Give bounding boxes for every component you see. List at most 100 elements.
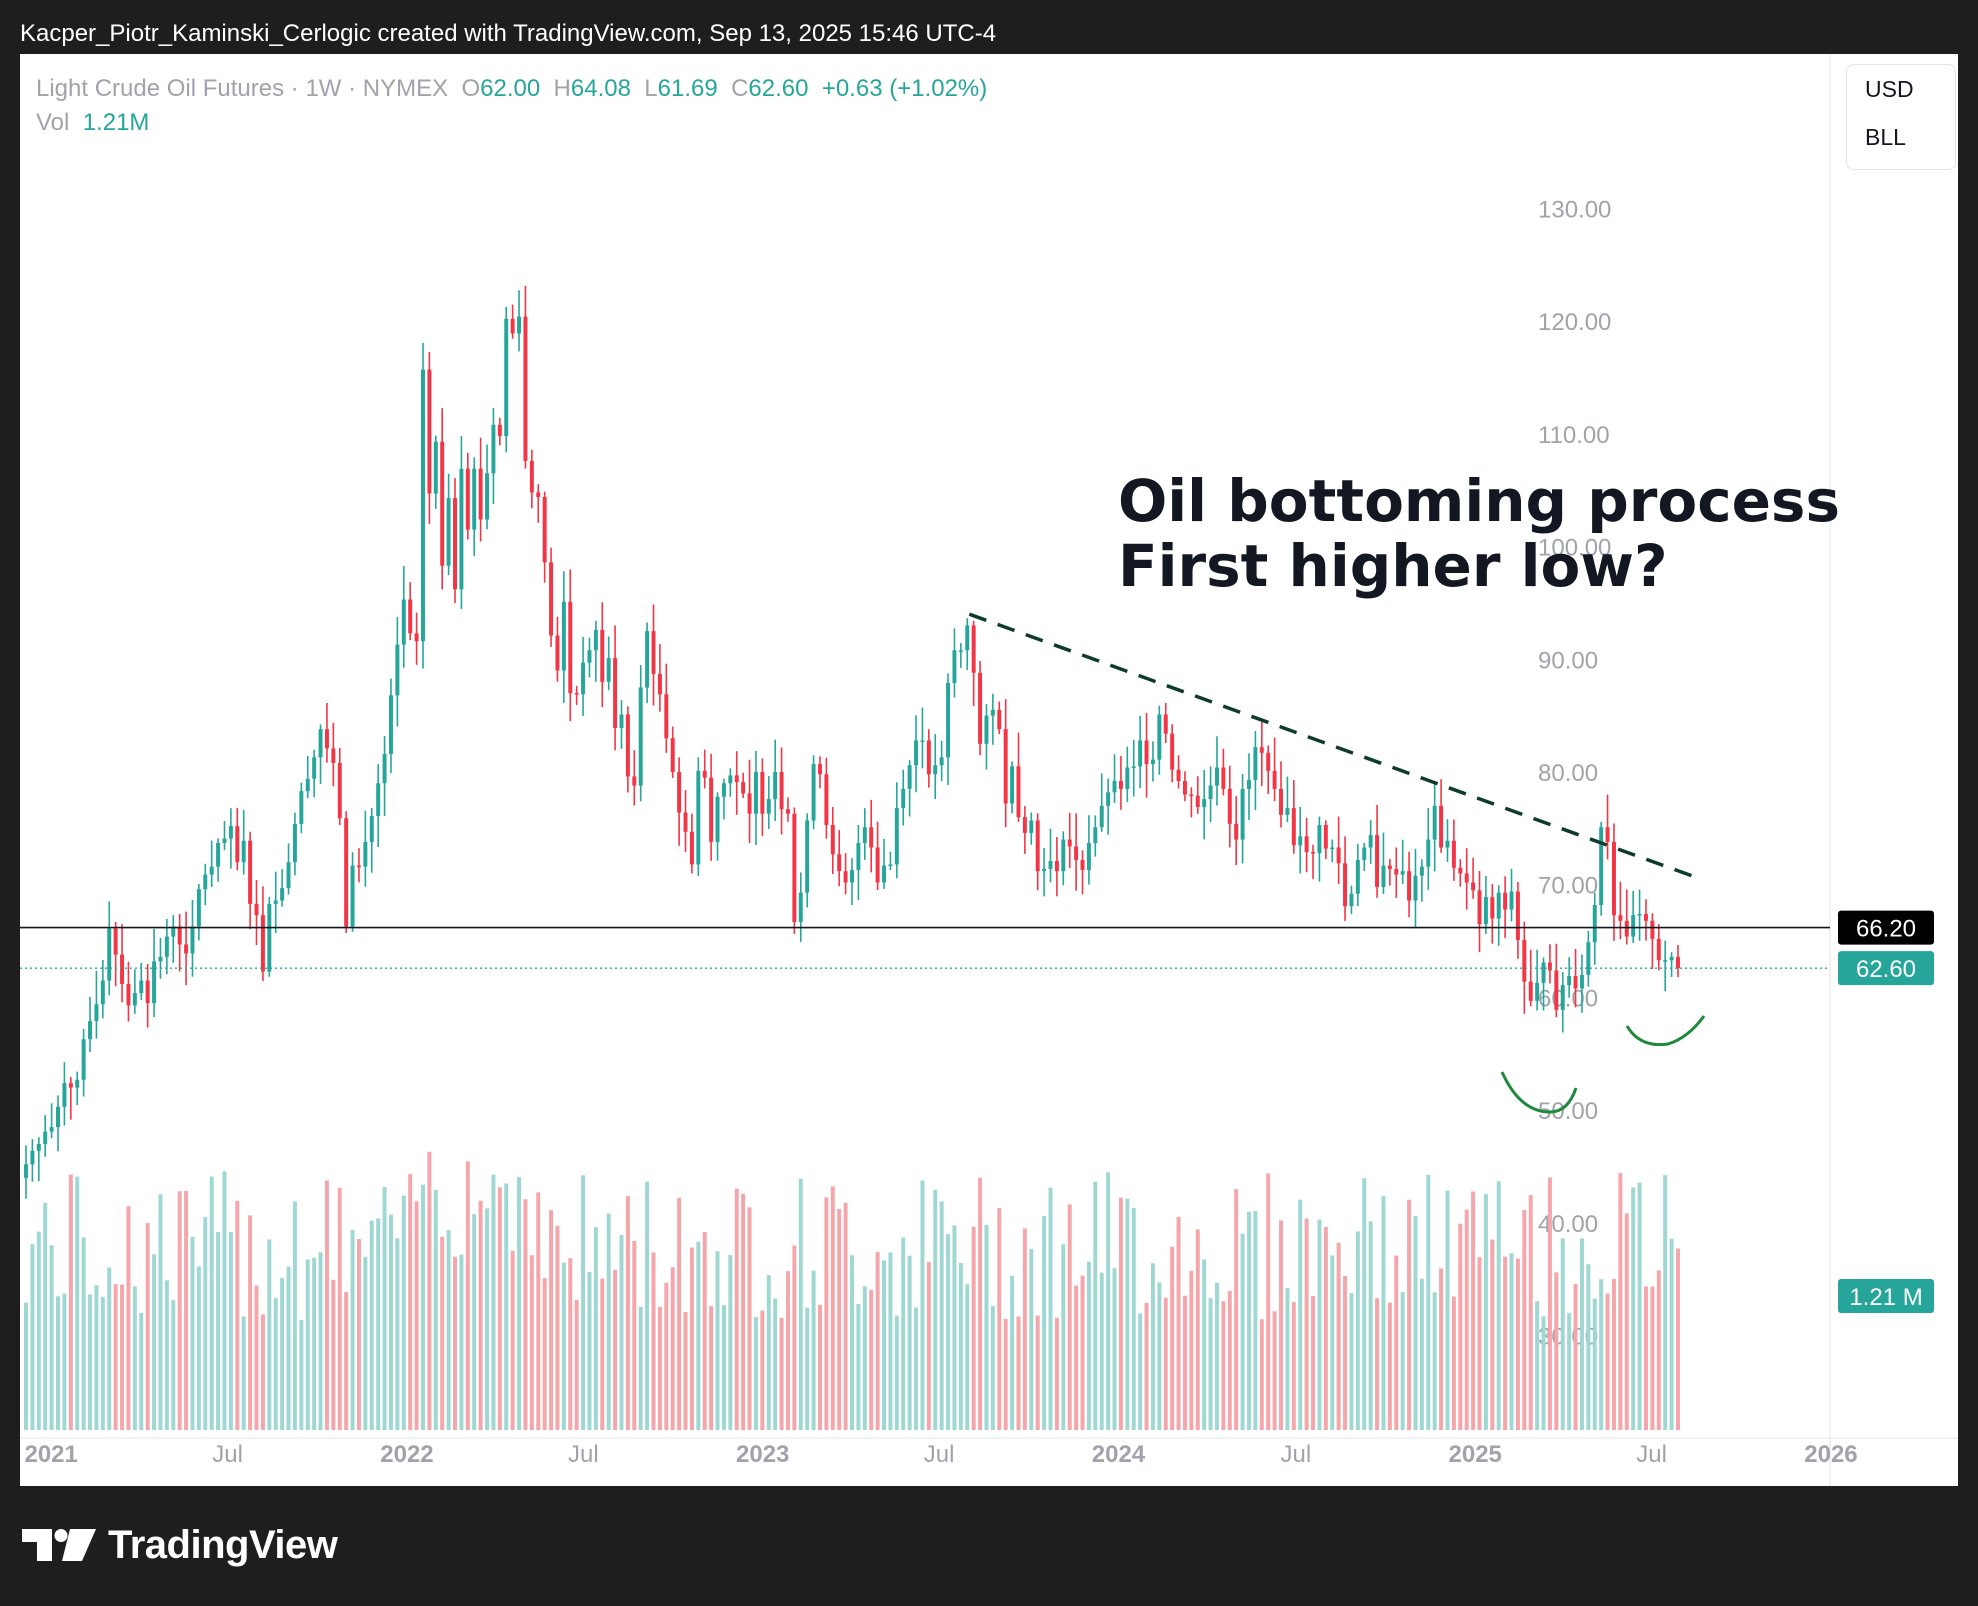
candle <box>971 625 976 673</box>
volume-bar <box>1496 1181 1501 1430</box>
candle <box>196 889 201 927</box>
candle <box>235 826 240 863</box>
volume-bar <box>1016 1316 1021 1430</box>
candle <box>1439 805 1444 848</box>
candle <box>1336 847 1341 864</box>
candle <box>869 827 874 848</box>
trendline <box>968 612 1693 878</box>
volume-bar <box>664 1282 669 1430</box>
volume-bar <box>485 1208 490 1430</box>
time-tick-label: 2021 <box>24 1441 77 1468</box>
candle <box>978 672 983 744</box>
volume-bar <box>292 1201 297 1430</box>
candle <box>222 838 227 844</box>
volume-bar <box>837 1209 842 1430</box>
volume-bar <box>421 1184 425 1430</box>
volume-bar <box>1375 1298 1380 1430</box>
volume-bar <box>1471 1191 1476 1430</box>
volume-bar <box>811 1270 816 1430</box>
candle <box>1567 976 1572 986</box>
price-tick-label: 40.00 <box>1538 1211 1598 1238</box>
candle <box>299 791 304 824</box>
volume-bar <box>312 1257 317 1430</box>
candle <box>286 862 291 889</box>
open-label: O <box>461 75 481 102</box>
volume-bar <box>766 1275 771 1430</box>
volume-bar <box>196 1266 201 1430</box>
volume-bar <box>1298 1199 1303 1430</box>
candle <box>152 961 157 1004</box>
low-value: 61.69 <box>657 75 718 102</box>
volume-bar <box>1445 1190 1450 1430</box>
candle <box>926 740 931 775</box>
volume-bar <box>248 1215 253 1430</box>
candlestick-chart[interactable]: 30.0040.0050.0060.0070.0080.0090.00100.0… <box>20 54 1958 1486</box>
candle <box>36 1144 41 1151</box>
volume-bar <box>1266 1173 1271 1430</box>
volume-bar <box>561 1262 566 1430</box>
volume-bar <box>817 1304 822 1430</box>
volume-bar <box>517 1176 522 1430</box>
brand-name: TradingView <box>108 1522 338 1567</box>
candle <box>427 369 432 494</box>
candle <box>43 1131 48 1144</box>
volume-bar <box>1093 1181 1098 1430</box>
time-tick-label: 2022 <box>380 1441 433 1468</box>
close-value: 62.60 <box>748 75 809 102</box>
candle <box>990 710 995 716</box>
candle <box>1522 939 1527 982</box>
tradingview-logo[interactable]: TradingView <box>22 1522 338 1568</box>
volume-bar <box>376 1218 381 1430</box>
candle <box>536 492 541 497</box>
candle <box>606 658 611 682</box>
volume-bar <box>1285 1288 1290 1430</box>
volume-bar <box>920 1180 925 1430</box>
volume-bar <box>369 1220 374 1430</box>
volume-bar <box>1368 1221 1373 1430</box>
candle <box>1445 840 1450 848</box>
volume-bar <box>939 1201 944 1430</box>
candle <box>1355 859 1360 894</box>
volume-bar <box>126 1206 131 1430</box>
volume-bar <box>241 1316 246 1430</box>
volume-bar <box>1202 1259 1207 1430</box>
volume-bar <box>798 1178 803 1430</box>
candle <box>465 468 470 530</box>
volume-bar <box>203 1217 208 1430</box>
candle <box>1496 892 1501 919</box>
candle <box>94 1004 99 1022</box>
volume-value: 1.21M <box>82 109 150 136</box>
currency-label[interactable]: USD <box>1865 76 1914 102</box>
volume-bar <box>1272 1311 1277 1430</box>
volume-bar <box>856 1303 861 1430</box>
candle <box>1349 893 1354 907</box>
volume-bar <box>1234 1189 1239 1430</box>
symbol-name[interactable]: Light Crude Oil Futures · 1W · NYMEX <box>36 75 449 102</box>
time-tick-label: Jul <box>568 1441 599 1468</box>
volume-bar <box>824 1197 829 1430</box>
chart-frame[interactable]: 30.0040.0050.0060.0070.0080.0090.00100.0… <box>20 54 1958 1486</box>
candle <box>1432 805 1437 840</box>
volume-bar <box>984 1224 989 1430</box>
volume-bar <box>1317 1219 1322 1430</box>
candle <box>280 888 285 901</box>
volume-bar <box>350 1229 355 1430</box>
candle <box>625 714 630 777</box>
candle <box>747 793 752 814</box>
candle <box>574 693 579 695</box>
volume-bar <box>305 1259 310 1430</box>
volume-bar <box>1259 1319 1264 1430</box>
candle <box>894 808 899 865</box>
candle <box>613 658 618 729</box>
unit-selector[interactable]: USD BLL <box>1846 64 1956 170</box>
candle <box>1624 920 1629 937</box>
volume-bar <box>216 1232 221 1430</box>
candle <box>683 812 688 832</box>
volume-bar <box>280 1278 285 1430</box>
candle <box>216 843 221 867</box>
unit-label[interactable]: BLL <box>1865 124 1906 150</box>
candle <box>228 826 233 839</box>
candle <box>126 983 131 1006</box>
time-tick-label: Jul <box>1281 1441 1312 1468</box>
volume-bar <box>1432 1292 1437 1430</box>
